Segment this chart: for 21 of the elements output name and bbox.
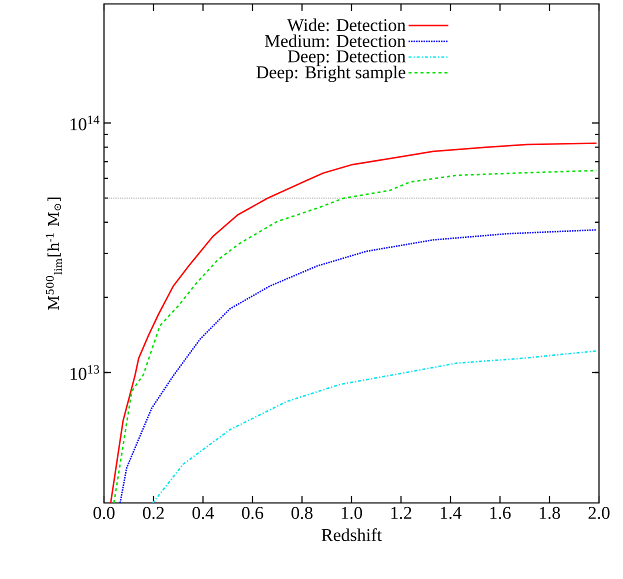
x-tick-label: 1.8 [540, 506, 560, 520]
x-axis-title: Redshift [322, 528, 382, 542]
y-axis-title: M$^{500}$$_{lim}$[h$^{-1}$ M$_{⊙}$] [46, 198, 62, 310]
y-tick-label: 10$^{13}$ [70, 365, 100, 380]
x-tick-label: 1.4 [440, 506, 462, 519]
x-tick-label: 1.2 [391, 506, 412, 519]
y-tick-label: 10$^{14}$ [70, 116, 100, 130]
legend-label: Medium: Detection [264, 34, 406, 48]
legend-label: Wide: Detection [287, 18, 406, 32]
line-series [152, 350, 598, 503]
x-tick-label: 2.0 [588, 506, 610, 520]
x-tick-label: 1.6 [490, 506, 511, 519]
x-tick-label: 0.0 [93, 506, 115, 520]
legend-label: Deep: Detection [288, 50, 406, 66]
x-tick-label: 0.4 [192, 506, 214, 520]
x-tick-label: 1.0 [342, 506, 362, 520]
x-tick-label: 0.2 [142, 506, 164, 520]
legend-label: Deep: Bright sample [256, 66, 406, 82]
line-series [119, 229, 598, 503]
x-tick-label: 0.8 [291, 506, 313, 520]
x-tick-label: 0.6 [242, 506, 264, 520]
